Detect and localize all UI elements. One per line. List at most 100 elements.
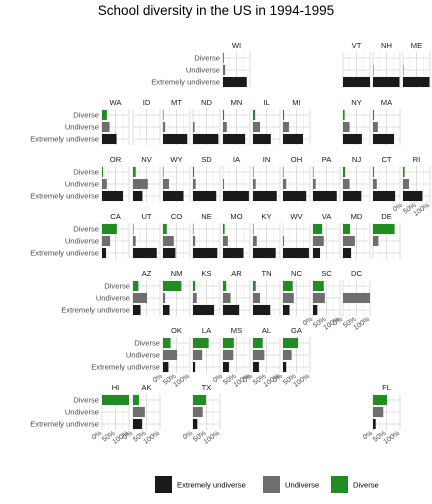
- facet-strip-label: RI: [413, 155, 421, 164]
- bar-diverse: [373, 167, 374, 177]
- bar-extremely-undiverse: [102, 248, 106, 258]
- bar-diverse: [102, 110, 107, 120]
- bar-diverse: [133, 395, 139, 405]
- facet-strip-label: NM: [171, 269, 183, 278]
- bar-undiverse: [373, 179, 377, 189]
- category-axis-label: Diverse: [73, 225, 99, 234]
- bar-diverse: [223, 338, 234, 348]
- facet-strip-label: AL: [262, 326, 271, 335]
- facet-strip-label: UT: [141, 212, 151, 221]
- bar-diverse: [343, 224, 350, 234]
- bar-undiverse: [373, 236, 378, 246]
- facet-strip-label: CT: [381, 155, 391, 164]
- category-axis-label: Undiverse: [65, 123, 99, 132]
- category-axis-label: Extremely undiverse: [30, 420, 99, 429]
- facet-strip-label: WI: [232, 41, 241, 50]
- bar-extremely-undiverse: [373, 77, 399, 87]
- bar-undiverse: [253, 293, 260, 303]
- bar-extremely-undiverse: [343, 77, 370, 87]
- bar-diverse: [163, 167, 164, 177]
- bar-diverse: [283, 167, 284, 177]
- bar-extremely-undiverse: [223, 248, 244, 258]
- bar-diverse: [253, 224, 254, 234]
- bar-diverse: [193, 281, 195, 291]
- facet-strip-label: MS: [231, 326, 242, 335]
- bar-undiverse: [163, 236, 174, 246]
- category-axis-label: Undiverse: [186, 66, 220, 75]
- bar-diverse: [133, 167, 136, 177]
- category-axis-label: Extremely undiverse: [30, 249, 99, 258]
- facet-strip-label: WA: [110, 98, 123, 107]
- bar-undiverse: [193, 350, 202, 360]
- bar-diverse: [253, 110, 255, 120]
- bar-undiverse: [223, 350, 233, 360]
- category-axis-label: Diverse: [73, 396, 99, 405]
- bar-extremely-undiverse: [193, 419, 197, 429]
- facet-strip-label: AK: [141, 383, 151, 392]
- bar-undiverse: [223, 122, 227, 132]
- bar-diverse: [163, 281, 181, 291]
- bar-diverse: [313, 281, 324, 291]
- facet-strip-label: MN: [231, 98, 243, 107]
- bar-extremely-undiverse: [373, 419, 376, 429]
- facet-strip-label: CA: [110, 212, 121, 221]
- bar-extremely-undiverse: [343, 134, 362, 144]
- bar-extremely-undiverse: [223, 134, 245, 144]
- bar-undiverse: [193, 179, 196, 189]
- bar-diverse: [223, 224, 225, 234]
- bar-undiverse: [373, 407, 383, 417]
- bar-extremely-undiverse: [403, 191, 422, 201]
- bar-undiverse: [283, 179, 286, 189]
- facet-strip-label: GA: [291, 326, 303, 335]
- bar-diverse: [223, 53, 224, 63]
- legend-swatch: [331, 476, 348, 493]
- bar-undiverse: [343, 122, 349, 132]
- bar-diverse: [193, 338, 209, 348]
- bar-undiverse: [133, 407, 145, 417]
- bar-undiverse: [343, 179, 349, 189]
- bar-diverse: [163, 338, 171, 348]
- facet-strip-label: DC: [351, 269, 362, 278]
- bar-undiverse: [283, 350, 292, 360]
- category-axis-label: Undiverse: [126, 351, 160, 360]
- legend-label: Diverse: [353, 481, 379, 490]
- bar-extremely-undiverse: [283, 305, 289, 315]
- bar-extremely-undiverse: [163, 362, 168, 372]
- bar-extremely-undiverse: [163, 134, 187, 144]
- facet-strip-label: MO: [230, 212, 242, 221]
- category-axis-label: Undiverse: [65, 180, 99, 189]
- facet-strip-label: TN: [261, 269, 271, 278]
- category-axis-label: Diverse: [194, 54, 220, 63]
- bar-extremely-undiverse: [253, 134, 271, 144]
- category-axis-label: Undiverse: [65, 237, 99, 246]
- facet-strip-label: NV: [141, 155, 152, 164]
- bar-extremely-undiverse: [223, 77, 247, 87]
- facet-strip-label: FL: [382, 383, 391, 392]
- facet-strip-label: ME: [411, 41, 422, 50]
- bar-diverse: [102, 167, 103, 177]
- bar-undiverse: [223, 179, 224, 189]
- bar-extremely-undiverse: [133, 419, 142, 429]
- bar-diverse: [223, 110, 224, 120]
- facet-strip-label: OK: [171, 326, 182, 335]
- bar-undiverse: [223, 236, 228, 246]
- category-axis-label: Extremely undiverse: [151, 78, 220, 87]
- bar-diverse: [163, 224, 167, 234]
- bar-extremely-undiverse: [283, 134, 303, 144]
- bar-undiverse: [193, 293, 197, 303]
- bar-undiverse: [133, 293, 147, 303]
- bar-extremely-undiverse: [223, 305, 239, 315]
- bar-undiverse: [283, 122, 289, 132]
- bar-extremely-undiverse: [133, 248, 157, 258]
- bar-diverse: [102, 395, 129, 405]
- facet-strip-label: IA: [233, 155, 241, 164]
- bar-diverse: [223, 281, 226, 291]
- bar-extremely-undiverse: [193, 305, 214, 315]
- bar-extremely-undiverse: [313, 191, 337, 201]
- bar-diverse: [193, 167, 194, 177]
- facet-strip-label: NE: [201, 212, 212, 221]
- bar-undiverse: [283, 293, 294, 303]
- facet-strip-label: SD: [201, 155, 212, 164]
- bar-diverse: [163, 110, 164, 120]
- legend-label: Undiverse: [285, 481, 319, 490]
